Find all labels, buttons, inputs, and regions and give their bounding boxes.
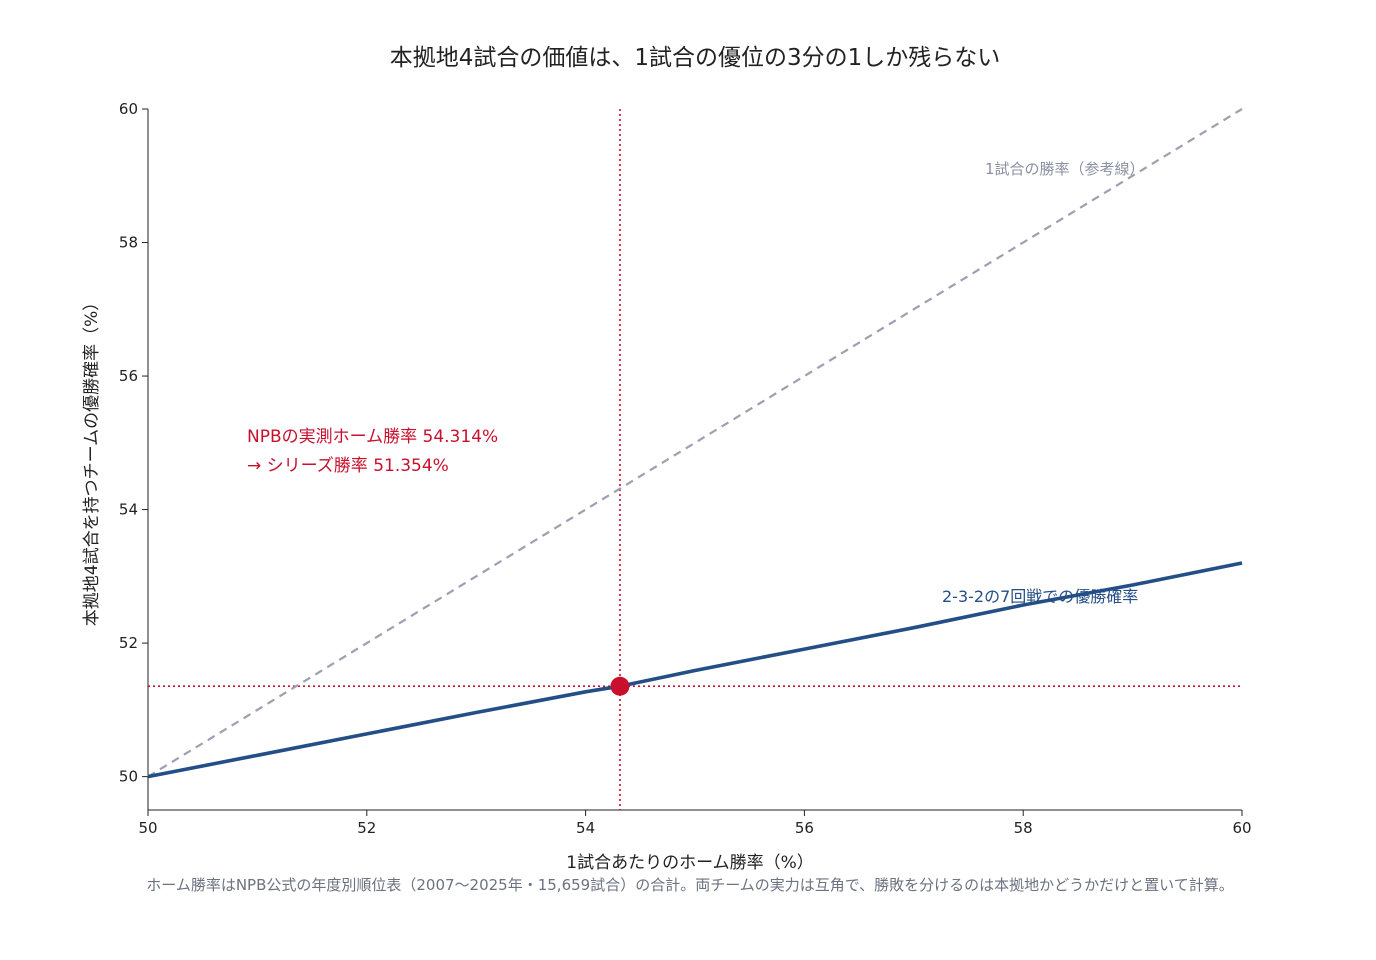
reference-line-label: 1試合の勝率（参考線） <box>985 160 1145 178</box>
x-tick-label: 58 <box>1014 819 1033 837</box>
plot-area: 50 52 54 56 58 60 50 52 54 56 58 60 <box>119 100 1252 837</box>
series-lines <box>147 108 1243 779</box>
highlight-marker-group <box>610 676 630 696</box>
highlight-label-line1: NPBの実測ホーム勝率 54.314% <box>247 427 498 447</box>
y-tick-label: 60 <box>119 100 138 118</box>
x-axis-title: 1試合あたりのホーム勝率（%） <box>566 853 813 873</box>
highlight-point <box>610 676 630 696</box>
y-ticks: 50 52 54 56 58 60 <box>119 100 148 786</box>
x-tick-label: 56 <box>795 819 814 837</box>
guide-lines <box>148 109 1242 810</box>
series-probability-line <box>147 561 1243 779</box>
x-ticks: 50 52 54 56 58 60 <box>138 810 1252 837</box>
x-tick-label: 54 <box>576 819 595 837</box>
y-tick-label: 56 <box>119 367 138 385</box>
x-tick-label: 60 <box>1232 819 1251 837</box>
highlight-label-line2: → シリーズ勝率 51.354% <box>247 456 449 476</box>
chart-title: 本拠地4試合の価値は、1試合の優位の3分の1しか残らない <box>390 45 1001 71</box>
y-axis-title: 本拠地4試合を持つチームの優勝確率（%） <box>82 294 102 626</box>
series-line-label: 2-3-2の7回戦での優勝確率 <box>942 587 1138 606</box>
y-tick-label: 58 <box>119 234 138 252</box>
y-tick-label: 54 <box>119 501 138 519</box>
x-tick-label: 50 <box>138 819 157 837</box>
y-tick-label: 50 <box>119 768 138 786</box>
x-tick-label: 52 <box>357 819 376 837</box>
reference-line <box>147 108 1243 778</box>
footnote: ホーム勝率はNPB公式の年度別順位表（2007〜2025年・15,659試合）の… <box>146 876 1233 894</box>
y-tick-label: 52 <box>119 634 138 652</box>
